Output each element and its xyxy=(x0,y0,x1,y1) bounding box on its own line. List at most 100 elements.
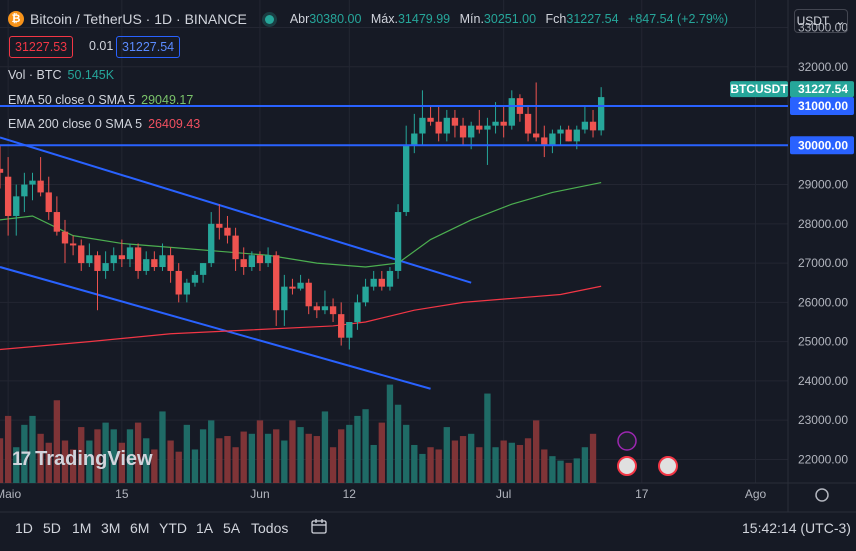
sell-price-button[interactable]: 31227.53 xyxy=(9,36,74,58)
price-tick-label: 27000.00 xyxy=(798,256,848,270)
candle-body xyxy=(297,282,304,289)
candle-body xyxy=(492,121,499,126)
volume-bar xyxy=(281,440,288,483)
candle-body xyxy=(403,145,410,213)
currency-select[interactable]: USDT ⌄ xyxy=(794,9,848,33)
volume-bar xyxy=(256,420,264,483)
ema-lines xyxy=(0,182,602,351)
volume-bar xyxy=(500,440,507,483)
volume-bar xyxy=(329,447,337,483)
volume-legend[interactable]: Vol · BTC 50.145K xyxy=(8,68,115,82)
volume-bar xyxy=(199,429,207,483)
trend-channel xyxy=(0,136,472,390)
us-flag-event-icon xyxy=(658,456,678,476)
candle-body xyxy=(126,247,134,260)
tf-3m[interactable]: 3M xyxy=(101,520,121,536)
volume-bar xyxy=(191,449,199,483)
candle-body xyxy=(346,322,353,338)
tf-ytd[interactable]: YTD xyxy=(159,520,187,536)
tf-1d[interactable]: 1D xyxy=(15,520,33,536)
volume-bar xyxy=(175,451,182,483)
volume-bar xyxy=(13,447,20,483)
volume-bar xyxy=(370,444,377,483)
volume-bar xyxy=(492,447,499,483)
candle-body xyxy=(224,227,231,236)
volume-bar xyxy=(94,429,101,483)
spread-value: 0.01 xyxy=(89,39,114,53)
volume-bar xyxy=(411,444,418,483)
channel-upper-line xyxy=(0,136,472,284)
candle-body xyxy=(199,263,207,275)
tradingview-mark-icon: 17 xyxy=(12,448,31,470)
candle-body xyxy=(134,247,142,271)
tf-5a[interactable]: 5A xyxy=(223,520,241,536)
buy-price-button[interactable]: 31227.54 xyxy=(116,36,181,58)
price-tick-label: 24000.00 xyxy=(798,374,848,388)
ohlc-values: Abr30380.00 Máx.31479.99 Mín.30251.00 Fc… xyxy=(289,12,729,26)
price-tick-label: 25000.00 xyxy=(798,335,848,349)
horizontal-lines xyxy=(0,105,788,147)
date-range-icon[interactable] xyxy=(310,518,330,536)
hline-price-tag xyxy=(790,97,854,116)
volume-bar xyxy=(159,411,166,483)
volume-bar xyxy=(338,429,345,483)
ema50-legend[interactable]: EMA 50 close 0 SMA 5 29049.17 xyxy=(8,93,194,107)
candle-body xyxy=(411,133,418,146)
tf-5d[interactable]: 5D xyxy=(43,520,61,536)
ema200-line xyxy=(0,285,602,351)
volume-bar xyxy=(451,440,459,483)
tf-1a[interactable]: 1A xyxy=(196,520,214,536)
volume-bar xyxy=(126,429,134,483)
candle-body xyxy=(273,255,280,311)
volume-bar xyxy=(549,456,556,483)
volume-bar xyxy=(378,422,385,483)
candle-body xyxy=(208,223,215,264)
us-flag-event-icon xyxy=(617,456,637,476)
bottom-toolbar xyxy=(0,512,856,551)
candle-body xyxy=(256,255,264,264)
candle-body xyxy=(281,286,288,311)
time-tick-label: Jul xyxy=(496,487,511,501)
candle-body xyxy=(419,117,426,134)
clock[interactable]: 15:42:14 (UTC-3) xyxy=(742,520,851,536)
volume-bar xyxy=(240,431,247,483)
volume-bar xyxy=(313,436,320,483)
candle-body xyxy=(191,274,199,283)
candle-body xyxy=(264,255,272,264)
tf-1m[interactable]: 1M xyxy=(72,520,92,536)
volume-bar xyxy=(118,442,126,483)
candle-body xyxy=(94,255,101,271)
tradingview-logo[interactable]: 17 TradingView xyxy=(12,448,153,471)
price-tick-label: 23000.00 xyxy=(798,413,848,427)
lightning-event-icon xyxy=(617,431,637,451)
last-price-symbol-tag xyxy=(730,81,788,98)
candle-body xyxy=(313,306,320,311)
candle-body xyxy=(362,286,369,303)
candle-body xyxy=(216,223,223,228)
volume-bar xyxy=(69,449,77,483)
volume-bar xyxy=(484,393,491,483)
last-price-symbol: BTCUSDT xyxy=(730,82,788,96)
tradingview-wordmark: TradingView xyxy=(35,448,153,470)
candle-body xyxy=(321,306,329,311)
tf-todos[interactable]: Todos xyxy=(251,520,289,536)
symbol-title[interactable]: Bitcoin / TetherUS · 1D · BINANCE xyxy=(30,11,247,27)
price-tick-label: 28000.00 xyxy=(798,217,848,231)
volume-bar xyxy=(29,415,36,483)
candle-body xyxy=(0,168,4,173)
price-tick-label: 29000.00 xyxy=(798,178,848,192)
volume-bar xyxy=(321,411,329,483)
volume-bar xyxy=(443,427,450,483)
volume-bar xyxy=(589,433,597,483)
candle-body xyxy=(338,314,345,338)
candle-body xyxy=(240,259,247,268)
ema200-legend[interactable]: EMA 200 close 0 SMA 5 26409.43 xyxy=(8,117,201,131)
tf-6m[interactable]: 6M xyxy=(130,520,150,536)
last-price-tag xyxy=(790,81,854,98)
volume-bar xyxy=(354,415,361,483)
volume-bar xyxy=(102,422,109,483)
volume-bar xyxy=(167,440,174,483)
candle-body xyxy=(597,97,605,131)
volume-bar xyxy=(541,449,548,483)
